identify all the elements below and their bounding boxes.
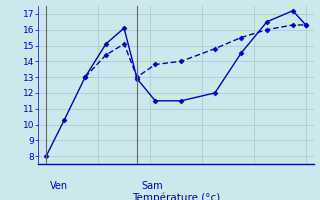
Text: Ven: Ven bbox=[50, 181, 68, 191]
Text: Sam: Sam bbox=[141, 181, 163, 191]
Text: Température (°c): Température (°c) bbox=[132, 192, 220, 200]
